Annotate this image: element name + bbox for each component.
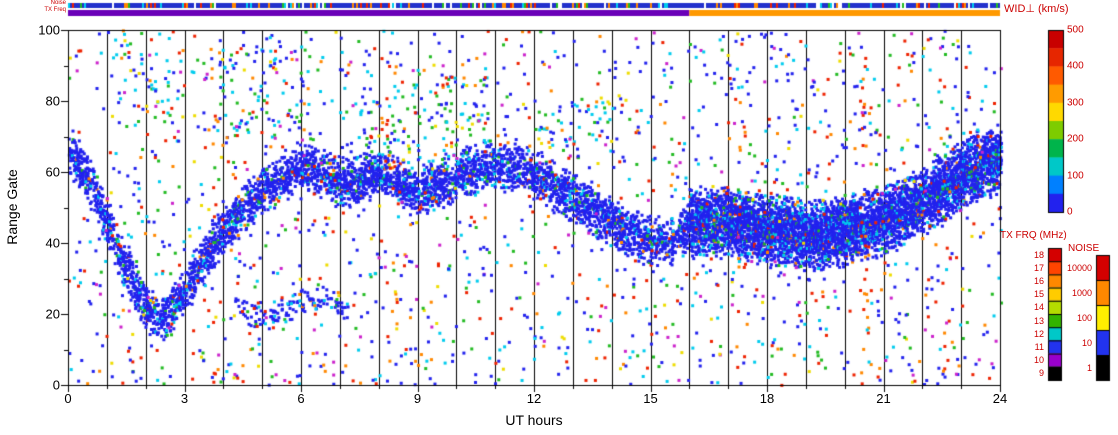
x-tick-label: 6 <box>297 391 305 406</box>
txfrq-tick-label: 11 <box>1034 342 1044 352</box>
noise-tick-label: 10 <box>1081 338 1092 348</box>
x-tick-label: 12 <box>526 391 542 406</box>
wid-tick-label: 200 <box>1067 133 1084 145</box>
txfrq-tick-label: 14 <box>1033 302 1044 312</box>
noise-strip-label: Noise <box>50 0 66 6</box>
txfrq-tick-label: 17 <box>1033 263 1044 273</box>
x-tick-label: 9 <box>413 391 422 406</box>
noise-tick-label: 10000 <box>1066 263 1092 273</box>
y-tick-label: 80 <box>45 93 60 109</box>
txfrq-tick-label: 9 <box>1038 368 1044 378</box>
y-tick-label: 0 <box>52 377 60 393</box>
txfrq-tick-label: 10 <box>1033 355 1044 365</box>
txfrq-tick-label: 12 <box>1033 329 1044 339</box>
txfrq-tick-label: 15 <box>1033 289 1044 299</box>
wid-tick-label: 300 <box>1067 97 1084 109</box>
wid-tick-label: 500 <box>1067 24 1084 36</box>
x-axis-label: UT hours <box>505 412 563 428</box>
wid-colorbar-title: WID⊥ (km/s) <box>1004 3 1069 15</box>
txfrq-tick-label: 18 <box>1033 250 1044 260</box>
noise-tick-label: 1 <box>1086 363 1092 373</box>
x-tick-label: 21 <box>876 391 891 406</box>
y-tick-label: 100 <box>38 22 60 38</box>
x-tick-label: 3 <box>180 391 189 406</box>
y-tick-label: 40 <box>45 235 60 251</box>
x-tick-label: 24 <box>992 391 1008 406</box>
y-tick-label: 60 <box>45 164 60 180</box>
x-tick-label: 18 <box>759 391 775 406</box>
wid-tick-label: 400 <box>1067 60 1084 72</box>
txfrq-tick-label: 16 <box>1033 276 1044 286</box>
wid-tick-label: 100 <box>1067 170 1084 182</box>
txfrq-tick-label: 13 <box>1033 316 1044 326</box>
wid-tick-label: 0 <box>1067 206 1073 218</box>
y-axis-label: Range Gate <box>4 169 20 245</box>
x-tick-label: 15 <box>643 391 658 406</box>
noise-tick-label: 100 <box>1076 313 1092 323</box>
x-tick-label: 0 <box>64 391 72 406</box>
noise-tick-label: 1000 <box>1071 288 1092 298</box>
txfrq-colorbar-title: TX FRQ (MHz) <box>1000 230 1067 241</box>
noise-colorbar-title: NOISE <box>1068 243 1100 254</box>
y-tick-label: 20 <box>45 306 60 322</box>
txfreq-strip-label: TX Freq <box>44 7 66 13</box>
